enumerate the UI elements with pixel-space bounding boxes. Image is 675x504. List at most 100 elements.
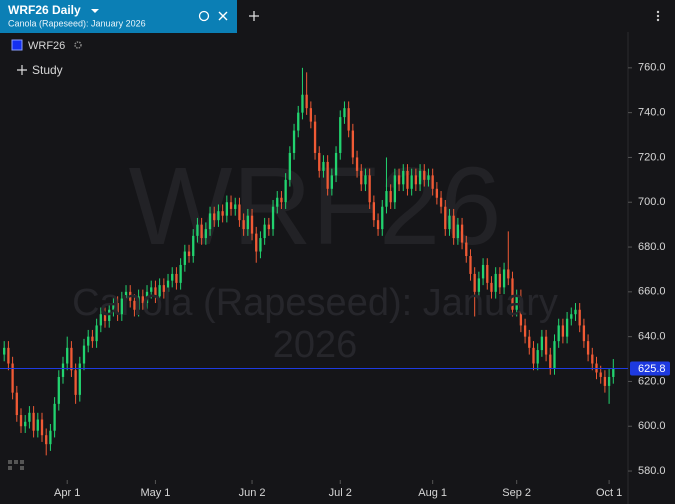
- candle-body: [456, 224, 460, 239]
- y-tick-label: 620.0: [638, 375, 666, 387]
- candle-body: [465, 242, 468, 256]
- candle-body: [431, 175, 434, 189]
- candle-body: [536, 350, 539, 364]
- candle-body: [78, 363, 81, 395]
- candle-body: [120, 298, 123, 315]
- candle-body: [255, 233, 258, 252]
- candle-body: [150, 287, 153, 292]
- y-tick-label: 580.0: [638, 465, 666, 477]
- candle-body: [145, 291, 149, 304]
- candle-body: [234, 204, 237, 209]
- x-tick-label: Oct 1: [596, 487, 622, 499]
- candle-body: [607, 376, 611, 386]
- candle-body: [532, 347, 535, 364]
- tab-dropdown[interactable]: [91, 9, 99, 13]
- candle-body: [410, 175, 413, 189]
- candle-body: [99, 314, 102, 326]
- candle-body: [250, 215, 254, 234]
- candle-body: [154, 287, 157, 297]
- candle-body: [511, 278, 514, 310]
- candle-body: [124, 291, 128, 299]
- candle-body: [95, 325, 98, 342]
- candle-body: [61, 363, 65, 377]
- x-tick-label: Aug 1: [418, 487, 447, 499]
- tab-pin[interactable]: [198, 10, 210, 22]
- candle-body: [66, 347, 69, 364]
- candle-body: [280, 197, 283, 203]
- candle-body: [603, 376, 607, 386]
- candle-body: [561, 325, 565, 337]
- candle-body: [7, 347, 10, 364]
- candle-body: [175, 273, 178, 283]
- candle-body: [15, 392, 18, 416]
- candle-body: [582, 325, 586, 342]
- candle-body: [271, 206, 275, 230]
- candle-body: [221, 211, 224, 216]
- study-icon[interactable]: [17, 65, 27, 75]
- candle-body: [452, 215, 455, 239]
- candle-body: [276, 197, 279, 207]
- menu[interactable]: [656, 10, 660, 22]
- legend-settings[interactable]: [74, 41, 82, 49]
- candle-body: [360, 170, 363, 185]
- y-tick-label: 680.0: [638, 241, 666, 253]
- y-tick-label: 760.0: [638, 62, 666, 74]
- x-tick-label: Jul 2: [329, 487, 352, 499]
- candle-body: [565, 318, 569, 337]
- legend-label: WRF26: [28, 40, 65, 52]
- candle-body: [557, 325, 560, 342]
- candle-body: [53, 403, 56, 431]
- watermark-symbol: WRF26: [129, 145, 502, 268]
- candle-body: [427, 175, 430, 180]
- candle-body: [297, 112, 300, 131]
- candle-body: [166, 280, 170, 292]
- candle-body: [439, 197, 443, 207]
- candle-body: [397, 175, 401, 185]
- candle-body: [364, 175, 367, 185]
- candle-body: [28, 412, 31, 422]
- candle-body: [82, 345, 86, 364]
- candle-body: [45, 435, 48, 445]
- candle-body: [507, 269, 510, 279]
- candle-body: [225, 202, 228, 216]
- candle-body: [326, 161, 329, 189]
- candle-body: [19, 415, 23, 427]
- candle-body: [74, 370, 77, 395]
- candle-body: [406, 170, 409, 189]
- candle-body: [372, 202, 376, 221]
- candle-body: [259, 238, 262, 252]
- candle-body: [137, 296, 140, 310]
- study-button[interactable]: Study: [32, 63, 63, 77]
- candle-body: [141, 296, 144, 304]
- candle-body: [87, 336, 90, 346]
- candle-body: [40, 419, 44, 436]
- active-tab[interactable]: [0, 0, 237, 33]
- candle-body: [103, 314, 107, 321]
- candle-body: [549, 354, 552, 368]
- y-tick-label: 700.0: [638, 196, 666, 208]
- new-tab[interactable]: [249, 11, 259, 21]
- candle-body: [460, 224, 464, 243]
- candle-body: [116, 303, 119, 315]
- candle-body: [578, 309, 581, 326]
- candle-body: [498, 273, 502, 288]
- candle-body: [301, 94, 304, 113]
- candle-body: [187, 251, 191, 256]
- candle-body: [263, 224, 266, 239]
- candle-body: [519, 296, 523, 326]
- candle-body: [612, 368, 615, 377]
- candle-body: [414, 175, 418, 185]
- candle-body: [133, 300, 136, 310]
- candle-body: [24, 421, 27, 427]
- candle-body: [494, 273, 497, 292]
- y-tick-label: 660.0: [638, 286, 666, 298]
- candle-body: [540, 336, 544, 351]
- tab-close[interactable]: [218, 11, 228, 21]
- candle-body: [553, 341, 556, 368]
- candle-body: [284, 179, 287, 203]
- legend-swatch: [11, 39, 23, 51]
- x-tick-label: Apr 1: [54, 487, 80, 499]
- candle-body: [515, 296, 518, 310]
